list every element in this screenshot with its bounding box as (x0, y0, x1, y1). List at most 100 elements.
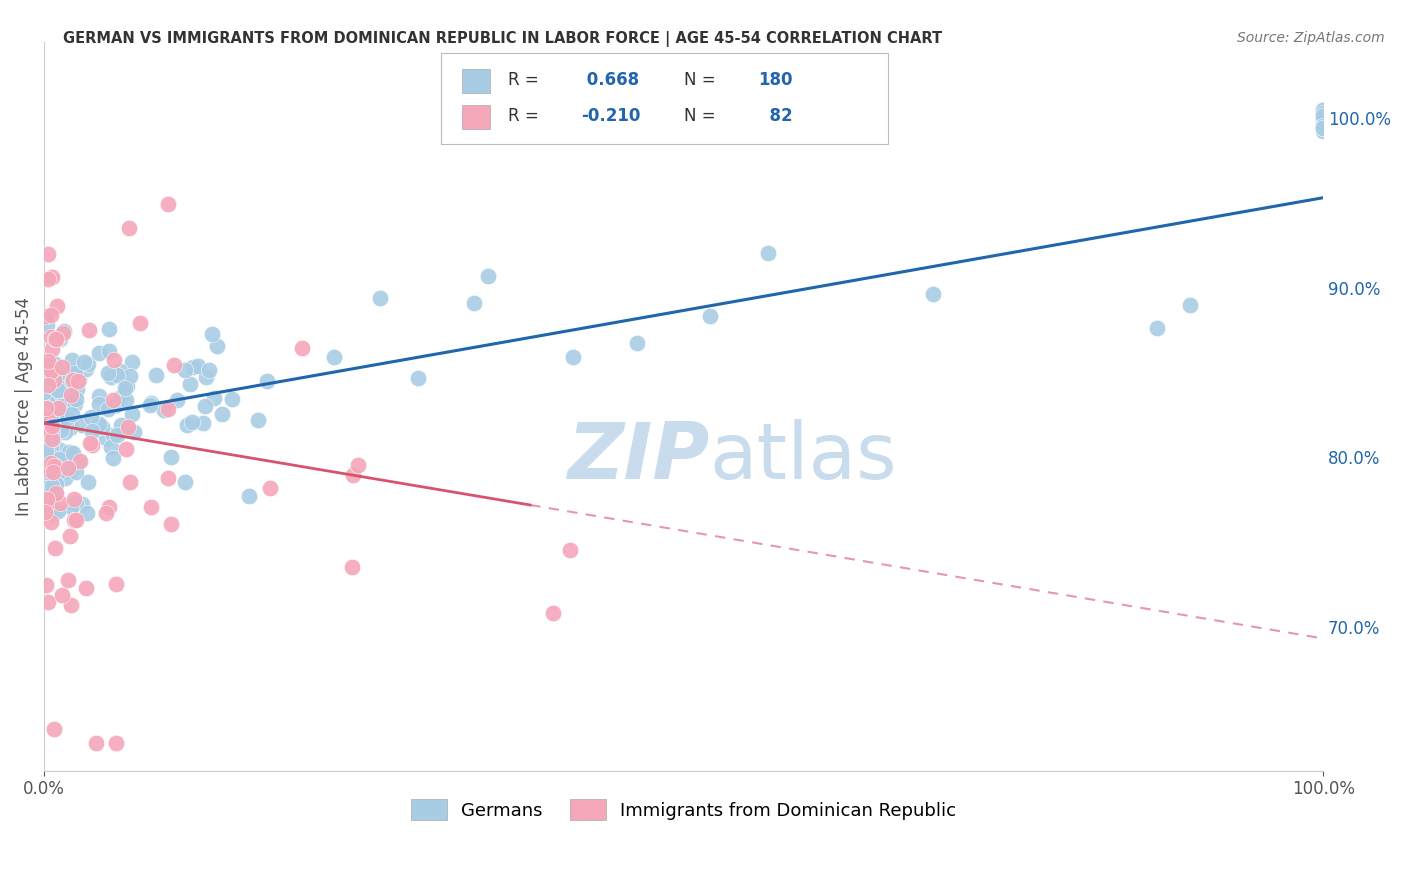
Point (41, 432, 63, 446)
Point (44, 722, 66, 736)
Point (163, 358, 186, 372)
Point (63, 513, 86, 527)
Point (1312, 118, 1334, 132)
Point (187, 359, 209, 373)
Point (46, 391, 69, 405)
Point (63, 491, 86, 506)
Text: R =: R = (509, 70, 544, 88)
Point (35, 401, 58, 416)
Point (256, 374, 278, 388)
Point (1312, 108, 1334, 122)
Point (42, 465, 65, 479)
Point (1312, 108, 1334, 122)
Point (39, 456, 62, 470)
Point (53, 471, 76, 485)
Point (347, 458, 370, 473)
Point (51, 412, 73, 426)
Point (34, 479, 56, 493)
Point (259, 481, 281, 495)
Text: ZIP: ZIP (567, 419, 709, 495)
Point (1146, 320, 1168, 334)
Point (55, 411, 77, 425)
Point (45, 332, 67, 346)
Point (39, 330, 62, 344)
Point (194, 399, 217, 413)
Point (49, 496, 72, 510)
Point (58, 445, 80, 459)
Point (368, 291, 391, 305)
Point (60, 353, 83, 368)
Point (323, 351, 346, 365)
Point (238, 489, 260, 503)
Point (1312, 103, 1334, 117)
Point (1312, 119, 1334, 133)
Point (44, 386, 66, 401)
Point (51, 400, 73, 414)
Point (60, 407, 83, 421)
Point (77, 323, 100, 337)
Point (44, 357, 66, 371)
Point (79, 436, 101, 450)
Point (181, 360, 204, 375)
Point (39, 361, 62, 376)
Point (97, 401, 120, 416)
Point (41, 270, 63, 285)
Point (39, 363, 62, 377)
Text: N =: N = (683, 107, 720, 125)
Point (342, 467, 364, 482)
Point (59, 463, 82, 477)
Point (174, 362, 197, 376)
Text: N =: N = (683, 70, 720, 88)
Point (1312, 121, 1334, 136)
Point (51, 360, 73, 375)
Point (105, 736, 128, 750)
Point (45, 299, 67, 313)
Point (75, 362, 97, 376)
Point (105, 368, 128, 383)
Point (118, 368, 141, 383)
Point (114, 393, 136, 408)
Point (34, 481, 56, 495)
Text: -0.210: -0.210 (581, 107, 641, 125)
Point (340, 560, 363, 574)
Point (59, 500, 82, 514)
FancyBboxPatch shape (463, 105, 491, 129)
Text: atlas: atlas (709, 419, 897, 495)
Point (114, 381, 136, 395)
Text: 180: 180 (758, 70, 793, 88)
Point (48, 377, 70, 392)
Point (101, 428, 124, 442)
Point (34, 505, 56, 519)
Y-axis label: In Labor Force | Age 45-54: In Labor Force | Age 45-54 (15, 297, 32, 516)
Point (201, 327, 224, 342)
Point (80, 438, 103, 452)
Point (37, 424, 59, 438)
Point (32, 384, 55, 399)
Point (44, 488, 66, 502)
Point (37, 354, 59, 368)
Text: Source: ZipAtlas.com: Source: ZipAtlas.com (1237, 31, 1385, 45)
Point (59, 529, 82, 543)
Point (87, 417, 110, 432)
Point (67, 373, 90, 387)
Point (118, 221, 141, 235)
Point (51, 399, 73, 413)
Point (1312, 124, 1334, 138)
Point (195, 369, 218, 384)
Text: 0.668: 0.668 (581, 70, 640, 88)
Point (42, 432, 65, 446)
Point (70, 497, 93, 511)
Point (60, 388, 83, 402)
Point (110, 364, 132, 378)
Point (53, 425, 76, 439)
Point (75, 581, 97, 595)
Point (80, 410, 103, 425)
Point (48, 380, 70, 394)
Point (1312, 117, 1334, 131)
Point (205, 339, 228, 353)
Point (114, 423, 136, 437)
Point (1312, 116, 1334, 130)
FancyBboxPatch shape (440, 53, 889, 144)
Point (94, 430, 117, 444)
Point (51, 452, 73, 467)
